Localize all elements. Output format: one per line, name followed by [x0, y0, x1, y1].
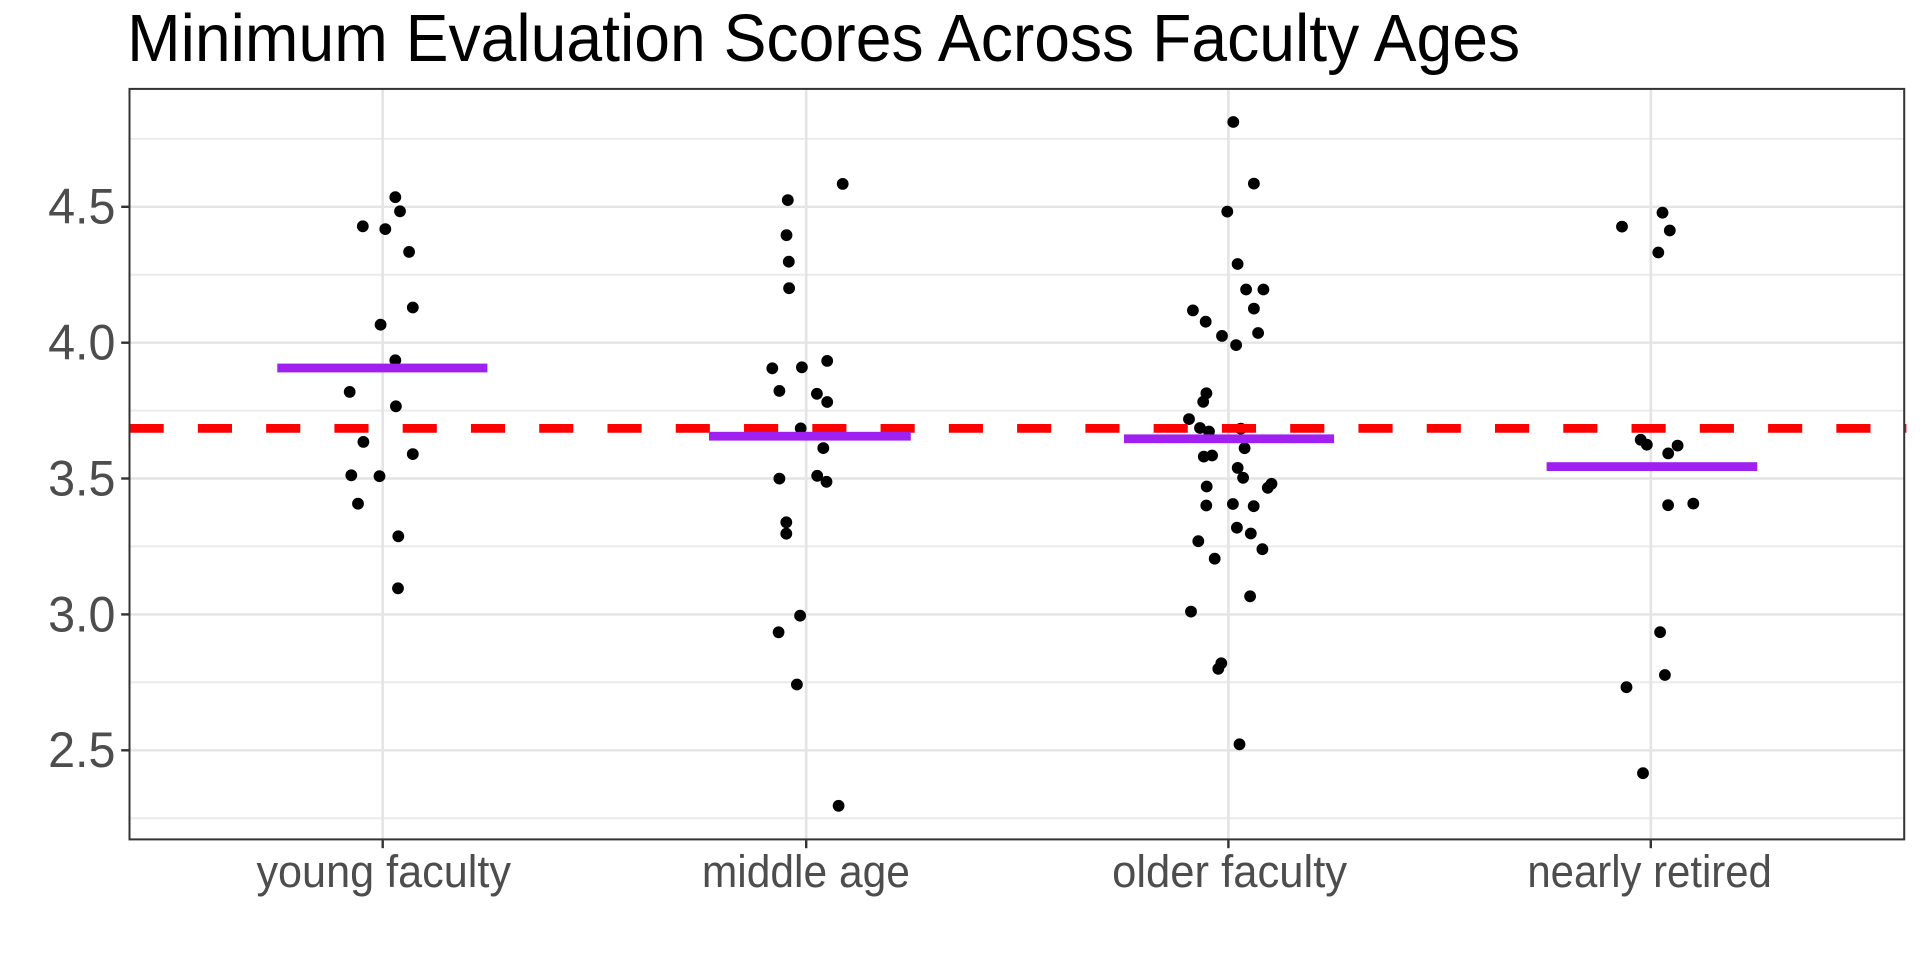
svg-text:nearly retired: nearly retired: [1527, 846, 1772, 897]
svg-text:middle age: middle age: [702, 846, 910, 897]
svg-text:3.0: 3.0: [48, 586, 115, 642]
svg-text:4.0: 4.0: [48, 315, 115, 371]
svg-text:young faculty: young faculty: [256, 846, 511, 897]
svg-text:older faculty: older faculty: [1112, 846, 1347, 897]
svg-text:3.5: 3.5: [48, 450, 115, 506]
svg-text:2.5: 2.5: [48, 722, 115, 778]
svg-text:Minimum Evaluation Scores Acro: Minimum Evaluation Scores Across Faculty…: [127, 1, 1520, 76]
svg-text:4.5: 4.5: [48, 179, 115, 235]
